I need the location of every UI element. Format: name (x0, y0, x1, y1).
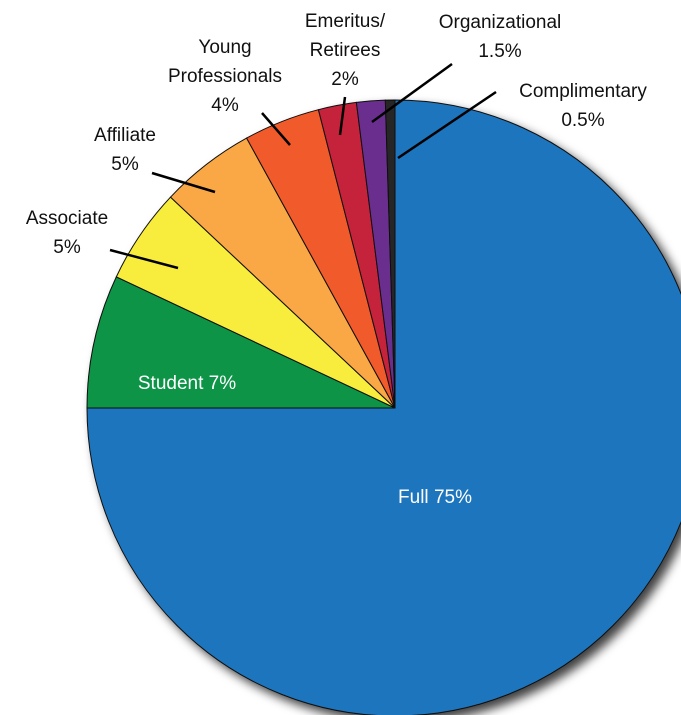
value-label: 5% (94, 150, 156, 179)
value-label: 75% (434, 487, 472, 508)
slice-label: Student 7% (138, 369, 236, 398)
category-label: Full (398, 487, 429, 508)
category-label: Affiliate (94, 121, 156, 150)
value-label: 7% (209, 373, 236, 394)
category-label: Associate (26, 204, 108, 233)
category-label: Complimentary (519, 77, 647, 106)
chart: Full 75%Student 7%Associate5%Affiliate5%… (0, 0, 681, 715)
category-label: Emeritus/ Retirees (305, 7, 385, 65)
value-label: 4% (168, 91, 282, 120)
value-label: 0.5% (519, 106, 647, 135)
category-label: Student (138, 373, 204, 394)
value-label: 5% (26, 233, 108, 262)
value-label: 1.5% (439, 37, 562, 66)
category-label: Organizational (439, 8, 562, 37)
value-label: 2% (305, 65, 385, 94)
slice-label: Full 75% (398, 483, 472, 512)
category-label: Young Professionals (168, 33, 282, 91)
pie (87, 100, 681, 715)
